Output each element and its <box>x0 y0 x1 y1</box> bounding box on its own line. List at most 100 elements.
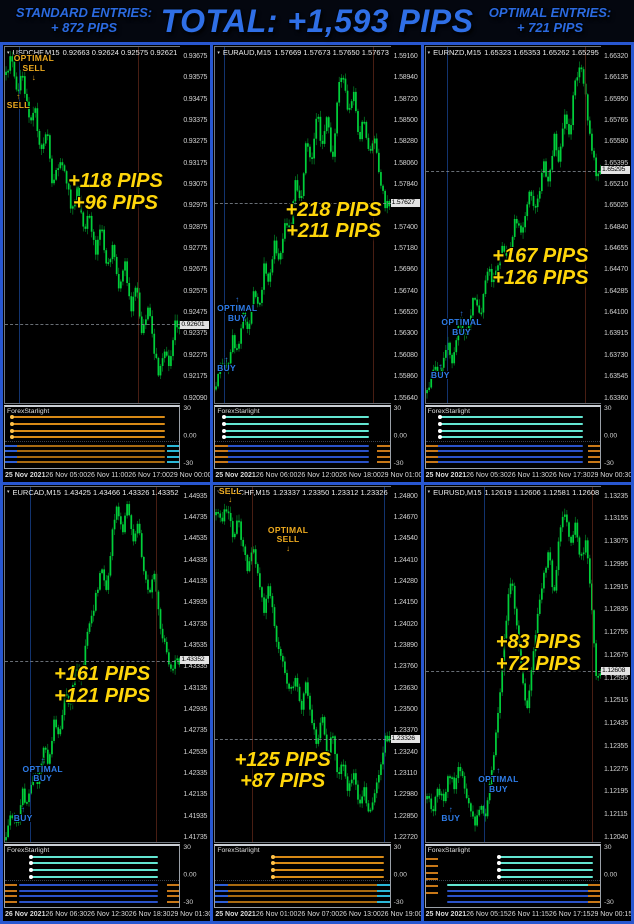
indicator-edge-segment <box>587 450 600 453</box>
buy-signal-label: ↑ BUY <box>217 356 236 374</box>
vertical-separator-line <box>19 47 21 403</box>
zero-level-line <box>5 440 180 442</box>
indicator-line <box>446 889 593 892</box>
indicator-edge-segment <box>167 895 180 898</box>
time-tick-label: 26 Nov 18:00 <box>339 471 381 479</box>
price-axis[interactable]: 1.65295 1.66320 1.66135 1.65950 1.65765 1.65… <box>600 45 631 404</box>
price-chart-area[interactable]: ▾ EURUSD,M15 1.12619 1.12606 1.12581 1.1… <box>424 485 601 843</box>
price-tick-label: 0.93475 <box>183 95 208 103</box>
price-tick-label: 1.66320 <box>603 53 628 60</box>
down-arrow-icon: ↓ <box>31 72 37 82</box>
indicator-panel[interactable]: ForexStarlight <box>214 844 391 908</box>
price-tick-label: 1.63730 <box>603 351 628 359</box>
chart-window-usdchf: ▾ USDCHF,M15 0.92663 0.92624 0.92575 0.9… <box>3 45 211 482</box>
price-chart-area[interactable]: ▾ GBPCHF,M15 1.23337 1.23350 1.23312 1.2… <box>214 485 391 843</box>
price-tick-label: 1.24020 <box>393 620 418 628</box>
indicator-signal-dot <box>222 435 227 440</box>
indicator-panel[interactable]: ForexStarlight <box>214 404 391 469</box>
indicator-panel[interactable]: ForexStarlight <box>4 844 181 908</box>
indicator-edge-segment <box>377 455 390 458</box>
time-axis[interactable]: 25 Nov 2021 26 Nov 01:00 26 Nov 07:00 26 No… <box>213 908 420 921</box>
indicator-edge-segment <box>5 895 18 898</box>
indicator-scale-high: 30 <box>393 844 402 851</box>
time-axis[interactable]: 25 Nov 2021 26 Nov 05:00 26 Nov 11:00 26 No… <box>3 469 210 482</box>
time-tick-label: 25 Nov 2021 <box>215 471 256 479</box>
time-tick-label: 26 Nov 05:00 <box>45 471 88 479</box>
price-tick-label: 0.92975 <box>183 202 208 210</box>
signal-text-line: OPTIMAL <box>441 317 482 328</box>
chart-dropdown-icon[interactable]: ▾ <box>7 489 10 495</box>
indicator-edge-segment <box>215 444 228 447</box>
pips-result-overlay: +125 PIPS +87 PIPS <box>235 749 331 793</box>
chart-dropdown-icon[interactable]: ▾ <box>7 49 10 56</box>
indicator-signal-dot <box>9 435 14 440</box>
indicator-line <box>224 422 369 425</box>
indicator-line <box>427 450 583 453</box>
down-arrow-icon: ↓ <box>228 495 233 505</box>
optimal-pips-label: +126 PIPS <box>492 266 589 289</box>
indicator-panel[interactable]: ForexStarlight <box>424 404 601 469</box>
price-tick-label: 1.12915 <box>603 583 628 591</box>
chart-dropdown-icon[interactable]: ▾ <box>427 489 431 495</box>
indicator-edge-segment <box>587 884 600 887</box>
indicator-scale-high: 30 <box>603 844 612 851</box>
optimal-pips-label: +96 PIPS <box>72 192 158 215</box>
signal-text-line: SELL <box>218 485 242 496</box>
price-tick-label: 0.93075 <box>183 181 208 189</box>
optimal-entries-title: OPTIMAL ENTRIES: <box>488 5 612 21</box>
indicator-line <box>224 895 385 898</box>
chart-dropdown-icon[interactable]: ▾ <box>427 49 431 56</box>
price-tick-label: 1.44735 <box>183 513 208 521</box>
price-tick-label: 1.12995 <box>603 560 628 568</box>
price-chart-area[interactable]: ▾ USDCHF,M15 0.92663 0.92624 0.92575 0.9… <box>4 46 181 404</box>
vertical-separator-line <box>138 47 140 403</box>
optimal-entries-summary: OPTIMAL ENTRIES: + 721 PIPS <box>474 6 626 35</box>
buy-signal-label: ↑ BUY <box>431 363 450 381</box>
price-axis[interactable]: 0.92601 0.93675 0.93575 0.93475 0.93375 0.93… <box>180 45 210 404</box>
buy-signal-label: ↑ OPTIMAL BUY <box>441 310 481 338</box>
indicator-edge-segment <box>425 858 438 861</box>
indicator-panel[interactable]: ForexStarlight <box>4 404 181 469</box>
indicator-line <box>217 461 369 464</box>
indicator-panel[interactable]: ForexStarlight <box>424 844 601 908</box>
time-axis[interactable]: 25 Nov 2021 26 Nov 06:00 26 Nov 12:00 26 No… <box>213 469 420 482</box>
time-axis[interactable]: 25 Nov 2021 26 Nov 05:30 26 Nov 11:30 26 No… <box>424 469 631 482</box>
price-tick-label: 0.92175 <box>183 373 208 381</box>
indicator-line <box>272 855 385 858</box>
indicator-line <box>498 875 593 878</box>
indicator-line <box>6 444 166 447</box>
price-chart-area[interactable]: ▾ EURNZD,M15 1.65323 1.65353 1.65262 1.6… <box>424 46 601 404</box>
indicator-scale-high: 30 <box>183 844 191 851</box>
price-axis[interactable]: 1.43352 1.44935 1.44735 1.44535 1.44335 1.44… <box>180 485 210 844</box>
indicator-edge-segment <box>425 885 438 888</box>
price-axis[interactable]: 1.23326 1.24800 1.24670 1.24540 1.24410 1.24… <box>390 485 421 844</box>
indicator-axis: 30 0.00 -30 <box>180 844 210 908</box>
zero-level-line <box>425 440 600 442</box>
chart-dropdown-icon[interactable]: ▾ <box>217 489 220 495</box>
price-chart-area[interactable]: ▾ EURCAD,M15 1.43425 1.43466 1.43326 1.4… <box>4 485 181 843</box>
price-tick-label: 1.55640 <box>393 394 418 402</box>
price-axis[interactable]: 1.12608 1.13235 1.13155 1.13075 1.12995 1.12… <box>600 485 631 844</box>
indicator-edge-segment <box>5 884 18 887</box>
price-tick-label: 1.64470 <box>603 266 628 274</box>
price-tick-label: 1.41735 <box>183 834 208 841</box>
indicator-line <box>217 450 369 453</box>
chart-dropdown-icon[interactable]: ▾ <box>217 49 220 56</box>
time-axis[interactable]: 25 Nov 2021 26 Nov 05:15 26 Nov 11:15 26 No… <box>424 908 631 921</box>
signal-text-line: SELL <box>22 62 46 73</box>
price-tick-label: 1.63360 <box>603 394 628 402</box>
time-tick-label: 26 Nov 06:30 <box>45 911 88 918</box>
price-axis[interactable]: 1.57627 1.59160 1.58940 1.58720 1.58500 1.58… <box>390 45 421 404</box>
indicator-signal-dot <box>222 415 227 420</box>
time-axis[interactable]: 26 Nov 2021 26 Nov 06:30 26 Nov 12:30 26 No… <box>3 908 210 921</box>
price-tick-label: 1.58940 <box>393 74 418 82</box>
price-tick-label: 1.12755 <box>603 629 628 637</box>
price-tick-label: 1.43335 <box>183 663 208 671</box>
indicator-line <box>427 455 583 458</box>
price-tick-label: 1.64285 <box>603 287 628 295</box>
price-chart-area[interactable]: ▾ EURAUD,M15 1.57669 1.57673 1.57650 1.5… <box>214 46 391 404</box>
vertical-separator-line <box>483 486 485 842</box>
indicator-scale-low: -30 <box>183 459 194 467</box>
chart-header: ▾ GBPCHF,M15 1.23337 1.23350 1.23312 1.2… <box>217 488 387 497</box>
indicator-edge-segment <box>215 450 228 453</box>
